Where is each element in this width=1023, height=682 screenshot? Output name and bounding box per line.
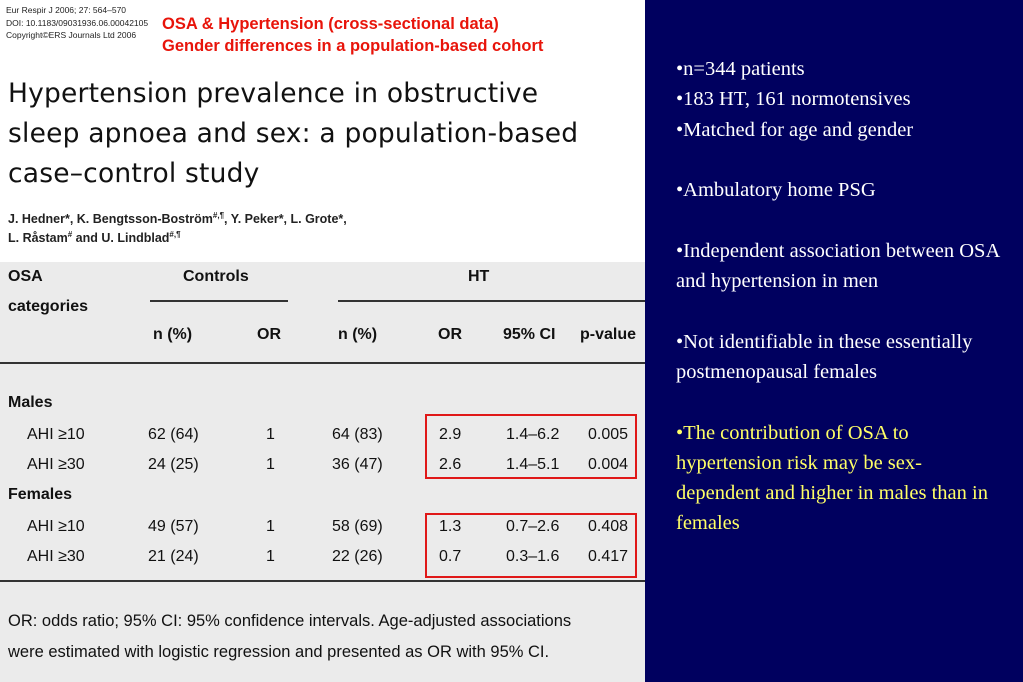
slide-title: OSA & Hypertension (cross-sectional data… [162,13,543,57]
cell-controls-or: 1 [266,456,275,473]
author-list: J. Hedner*, K. Bengtsson-Boström#,¶, Y. … [8,208,347,246]
cell-ht-or: 2.6 [439,456,462,473]
ht-underline [338,300,645,302]
section-males: Males [8,394,53,411]
bullet-item: •183 HT, 161 normotensives [676,88,911,111]
author-line: J. Hedner*, K. Bengtsson-Boström#,¶, Y. … [8,211,347,227]
bullet-item: •Ambulatory home PSG [676,179,876,202]
sub-header-n: n (%) [153,326,193,343]
group-header-controls: Controls [183,268,249,285]
cell-controls-or: 1 [266,548,275,565]
cell-ht-or: 0.7 [439,548,462,565]
slide-title-line: Gender differences in a population-based… [162,37,544,55]
slide-title-line: OSA & Hypertension (cross-sectional data… [162,15,499,33]
cell-p: 0.005 [588,426,629,443]
cell-ht-n: 22 (26) [332,548,383,565]
group-header-ht: HT [468,268,490,285]
cell-ci: 0.3–1.6 [506,548,560,565]
cell-ci: 0.7–2.6 [506,518,560,535]
cell-ci: 1.4–5.1 [506,456,560,473]
paper-excerpt: Eur Respir J 2006; 27: 564–570 DOI: 10.1… [0,0,645,682]
table-footnote: OR: odds ratio; 95% CI: 95% confidence i… [8,606,571,668]
cell-controls-n: 24 (25) [148,456,199,473]
cell-ht-or: 1.3 [439,518,462,535]
citation-line: Eur Respir J 2006; 27: 564–570 [6,5,127,15]
citation-line: Copyright©ERS Journals Ltd 2006 [6,30,137,40]
sub-header-p: p-value [580,326,637,343]
bullet-item: •Not identifiable in these essentially p… [676,330,973,383]
author-line: L. Råstam# and U. Lindblad#,¶ [8,230,181,246]
bullet-item: •Matched for age and gender [676,118,914,141]
col-header-osa: OSA [8,268,43,285]
cell-controls-or: 1 [266,518,275,535]
section-females: Females [8,486,73,503]
row-label: AHI ≥30 [27,548,85,565]
header-divider [0,362,645,364]
cell-p: 0.004 [588,456,629,473]
sub-header-or: OR [438,326,462,343]
cell-controls-n: 21 (24) [148,548,199,565]
cell-ci: 1.4–6.2 [506,426,560,443]
controls-underline [150,300,288,302]
cell-controls-n: 62 (64) [148,426,199,443]
citation-line: DOI: 10.1183/09031936.06.00042105 [6,17,149,28]
bullet-item: •Independent association between OSA and… [676,239,1000,293]
table-bottom-divider [0,580,645,582]
row-label: AHI ≥30 [27,456,85,473]
cell-ht-n: 64 (83) [332,426,383,443]
paper-title-line: case–control study [8,158,260,189]
bullet-spacer [676,387,1006,417]
sub-header-n: n (%) [338,326,378,343]
paper-header: Eur Respir J 2006; 27: 564–570 DOI: 10.1… [0,0,645,262]
bullet-list: •n=344 patients •183 HT, 161 normotensiv… [676,54,1006,539]
cell-ht-n: 36 (47) [332,456,383,473]
males-highlight-box [425,414,637,479]
journal-citation: Eur Respir J 2006; 27: 564–570 DOI: 10.1… [6,4,148,42]
bullet-spacer [676,205,1006,235]
cell-ht-or: 2.9 [439,426,462,443]
bullet-item: •n=344 patients [676,58,805,80]
paper-title: Hypertension prevalence in obstructive s… [8,74,578,194]
paper-title-line: Hypertension prevalence in obstructive [8,78,539,109]
results-table: OSA categories Controls HT n (%) OR n (%… [0,262,645,682]
bullet-spacer [676,296,1006,326]
cell-p: 0.408 [588,518,629,535]
sub-header-or: OR [257,326,281,343]
sub-header-ci: 95% CI [503,326,556,343]
bullet-spacer [676,145,1006,175]
females-highlight-box [425,513,637,578]
cell-p: 0.417 [588,548,629,565]
cell-controls-or: 1 [266,426,275,443]
row-label: AHI ≥10 [27,426,85,443]
footnote-line: OR: odds ratio; 95% CI: 95% confidence i… [8,612,572,630]
cell-controls-n: 49 (57) [148,518,199,535]
paper-title-line: sleep apnoea and sex: a population-based [8,118,579,149]
bullet-item-conclusion: •The contribution of OSA to hypertension… [676,421,988,535]
row-label: AHI ≥10 [27,518,85,535]
col-header-categories: categories [8,298,89,315]
cell-ht-n: 58 (69) [332,518,383,535]
footnote-line: were estimated with logistic regression … [8,643,550,661]
